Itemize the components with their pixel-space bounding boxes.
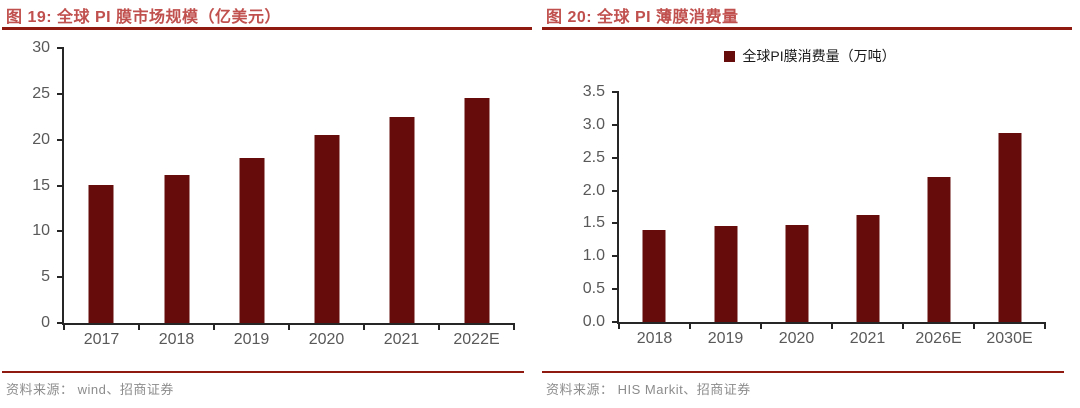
y-tick-label: 20 <box>32 130 50 148</box>
y-tick-label: 1.0 <box>582 247 605 265</box>
bar <box>714 226 737 322</box>
y-tick-label: 10 <box>32 222 50 240</box>
bar <box>88 184 114 323</box>
x-tick-label: 2017 <box>83 331 120 348</box>
x-tick-label: 2019 <box>707 330 744 347</box>
y-tick-mark <box>612 288 619 291</box>
x-tick-mark <box>688 322 691 329</box>
x-tick-mark <box>212 323 215 330</box>
figure-20-source: 资料来源： HIS Markit、招商证券 <box>546 382 751 397</box>
bar <box>998 133 1021 322</box>
x-tick-mark <box>63 323 65 330</box>
y-tick-mark <box>57 322 64 324</box>
x-tick-label: 2019 <box>233 331 270 348</box>
x-tick-mark <box>901 322 904 329</box>
x-tick-label: 2026E <box>915 330 962 347</box>
x-tick-label: 2021 <box>383 331 420 348</box>
bar <box>927 176 950 322</box>
x-tick-label: 2020 <box>778 330 815 347</box>
x-tick-mark <box>137 323 140 330</box>
legend-swatch-icon <box>724 50 736 62</box>
x-tick-mark <box>759 322 762 329</box>
y-tick-label: 5 <box>41 268 50 286</box>
y-tick-label: 2.5 <box>582 148 605 166</box>
figure-20-title-rule <box>542 27 1072 30</box>
y-tick-mark <box>612 156 619 159</box>
figure-19-source: 资料来源： wind、招商证券 <box>6 382 174 397</box>
legend-label: 全球PI膜消费量（万吨） <box>742 48 896 64</box>
y-tick-mark <box>57 276 64 279</box>
y-tick-label: 1.5 <box>582 214 605 232</box>
bar <box>642 230 666 322</box>
y-tick-label: 2.0 <box>582 181 605 199</box>
figure-19-source-rule <box>2 371 524 373</box>
bar <box>785 224 808 322</box>
y-tick-label: 3.5 <box>582 83 605 100</box>
y-tick-mark <box>612 321 619 323</box>
figure-20-bar-chart: 0.0 0.5 1.0 1.5 2.0 2.5 3.0 3.5 2018 2019 2020 2021… <box>583 84 1046 347</box>
figure-19-title-rule <box>2 27 532 30</box>
x-tick-label: 2018 <box>636 330 673 347</box>
figure-20-title: 图 20: 全球 PI 薄膜消费量 <box>546 9 739 26</box>
figure-19-title: 图 19: 全球 PI 膜市场规模（亿美元） <box>6 9 282 26</box>
figure-20: 图 20: 全球 PI 薄膜消费量 全球PI膜消费量（万吨） 0.0 0.5 1.0… <box>540 0 1080 408</box>
x-tick-label: 2020 <box>308 331 345 348</box>
bar <box>856 214 879 322</box>
x-tick-mark <box>973 322 975 329</box>
y-tick-label: 3.0 <box>582 115 605 133</box>
y-tick-mark <box>57 47 64 49</box>
bar <box>164 174 189 323</box>
y-tick-mark <box>612 222 619 225</box>
y-tick-mark <box>612 123 619 126</box>
x-tick-mark <box>831 322 833 329</box>
x-tick-mark <box>618 322 620 329</box>
x-tick-label: 2022E <box>453 331 500 348</box>
figure-20-source-rule <box>542 371 1064 373</box>
x-tick-mark <box>288 323 290 330</box>
y-tick-label: 0.5 <box>582 280 605 298</box>
y-tick-label: 0.0 <box>582 313 605 330</box>
figure-20-legend: 全球PI膜消费量（万吨） <box>540 46 1080 66</box>
x-tick-mark <box>362 323 365 330</box>
y-tick-mark <box>57 138 64 141</box>
y-tick-mark <box>57 92 64 95</box>
x-tick-label: 2018 <box>158 331 195 348</box>
x-tick-mark <box>438 323 440 330</box>
figure-19: 图 19: 全球 PI 膜市场规模（亿美元） 0 5 10 15 20 25 30 2017 2… <box>2 9 532 397</box>
x-tick-label: 2021 <box>849 330 886 347</box>
y-tick-label: 25 <box>32 84 50 102</box>
y-tick-label: 0 <box>41 314 50 331</box>
y-tick-label: 15 <box>32 176 50 194</box>
x-tick-mark <box>513 323 515 330</box>
x-tick-label: 2030E <box>986 330 1033 347</box>
bar <box>389 116 414 323</box>
x-tick-mark <box>1044 322 1046 329</box>
figure-19-bar-chart: 0 5 10 15 20 25 30 2017 2018 2019 2020 2021 2022E <box>32 40 515 348</box>
y-tick-mark <box>612 189 619 192</box>
bar <box>464 98 489 323</box>
bar <box>239 158 264 323</box>
bar <box>314 135 339 323</box>
y-tick-mark <box>612 91 619 93</box>
y-tick-mark <box>57 230 64 233</box>
y-tick-label: 30 <box>32 39 50 56</box>
y-tick-mark <box>612 255 619 258</box>
y-tick-mark <box>57 184 64 187</box>
